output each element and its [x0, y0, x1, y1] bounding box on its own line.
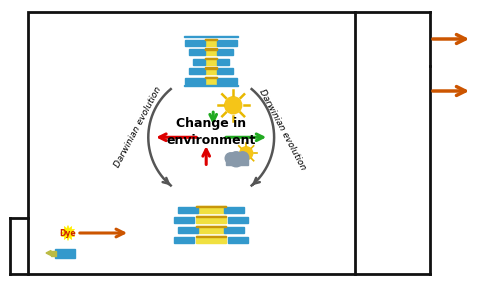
Text: Dye: Dye: [60, 229, 76, 237]
Bar: [189, 68, 205, 74]
Bar: [55, 249, 75, 257]
Text: Darwinian evolution: Darwinian evolution: [113, 85, 163, 169]
Bar: [185, 78, 205, 84]
Bar: [205, 39, 217, 46]
Bar: [217, 78, 237, 84]
Circle shape: [240, 147, 252, 160]
Bar: [193, 59, 205, 65]
Bar: [205, 48, 217, 49]
Bar: [217, 40, 237, 45]
Bar: [228, 217, 248, 223]
Bar: [196, 215, 226, 217]
Bar: [205, 67, 217, 69]
Bar: [224, 227, 244, 233]
Bar: [51, 251, 56, 255]
Bar: [189, 49, 205, 55]
Bar: [205, 58, 217, 59]
Bar: [196, 225, 226, 227]
Bar: [205, 49, 217, 55]
Circle shape: [237, 152, 249, 164]
Bar: [196, 226, 226, 233]
Bar: [174, 217, 194, 223]
Circle shape: [228, 152, 244, 167]
Bar: [184, 85, 238, 86]
Bar: [205, 39, 217, 40]
Bar: [196, 206, 226, 213]
Bar: [217, 68, 233, 74]
Bar: [184, 35, 238, 37]
Bar: [226, 158, 248, 165]
Bar: [28, 12, 355, 274]
Bar: [205, 77, 217, 78]
Polygon shape: [46, 251, 51, 255]
Circle shape: [225, 153, 236, 164]
Bar: [174, 237, 194, 243]
Bar: [205, 58, 217, 65]
Polygon shape: [60, 225, 75, 241]
Bar: [185, 40, 205, 45]
Text: Change in
environment: Change in environment: [167, 117, 256, 147]
Bar: [178, 207, 198, 213]
Bar: [217, 59, 229, 65]
Circle shape: [225, 97, 242, 114]
Bar: [205, 77, 217, 84]
Bar: [205, 68, 217, 74]
Bar: [196, 236, 226, 243]
Text: Darwinian evolution: Darwinian evolution: [257, 87, 307, 171]
Bar: [196, 235, 226, 237]
Bar: [228, 237, 248, 243]
Bar: [224, 207, 244, 213]
Bar: [217, 49, 233, 55]
Bar: [178, 227, 198, 233]
Bar: [196, 216, 226, 223]
Bar: [196, 206, 226, 207]
